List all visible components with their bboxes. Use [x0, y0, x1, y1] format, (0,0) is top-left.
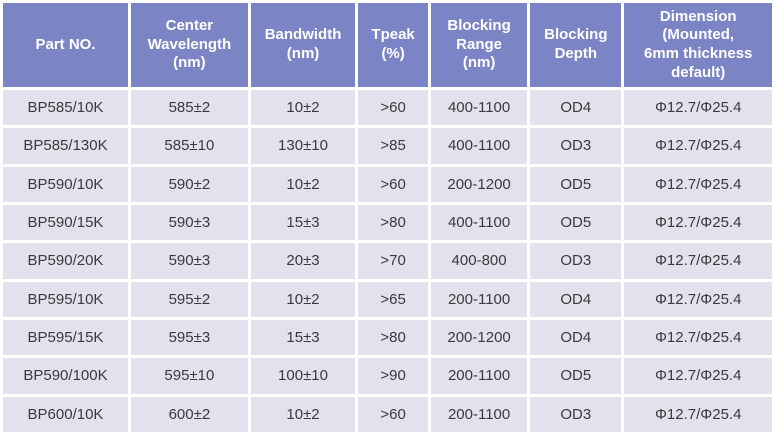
table-row: BP590/20K 590±3 20±3 >70 400-800 OD3 Φ12…	[3, 243, 772, 279]
cell-tpeak: >60	[358, 166, 428, 202]
cell-blocking-range: 400-1100	[430, 128, 528, 164]
column-header-blocking-range: Blocking Range (nm)	[430, 3, 528, 87]
cell-blocking-range: 400-1100	[430, 90, 528, 126]
cell-center-wavelength: 590±3	[130, 243, 248, 279]
cell-blocking-range: 200-1100	[430, 281, 528, 317]
cell-blocking-depth: OD5	[530, 358, 622, 394]
cell-tpeak: >70	[358, 243, 428, 279]
cell-bandwidth: 10±2	[250, 90, 356, 126]
cell-blocking-depth: OD4	[530, 319, 622, 356]
cell-part-no: BP585/130K	[3, 128, 128, 164]
cell-bandwidth: 130±10	[250, 128, 356, 164]
table-row: BP600/10K 600±2 10±2 >60 200-1100 OD3 Φ1…	[3, 396, 772, 432]
cell-dimension: Φ12.7/Φ25.4	[624, 128, 772, 164]
cell-part-no: BP590/15K	[3, 204, 128, 241]
cell-dimension: Φ12.7/Φ25.4	[624, 396, 772, 432]
cell-center-wavelength: 585±10	[130, 128, 248, 164]
cell-tpeak: >60	[358, 396, 428, 432]
column-header-blocking-depth: Blocking Depth	[530, 3, 622, 87]
cell-bandwidth: 100±10	[250, 358, 356, 394]
cell-part-no: BP590/20K	[3, 243, 128, 279]
cell-blocking-range: 200-1100	[430, 358, 528, 394]
cell-blocking-depth: OD4	[530, 281, 622, 317]
cell-blocking-range: 200-1100	[430, 396, 528, 432]
cell-part-no: BP600/10K	[3, 396, 128, 432]
column-header-part-no: Part NO.	[3, 3, 128, 87]
table-row: BP590/100K 595±10 100±10 >90 200-1100 OD…	[3, 358, 772, 394]
column-header-dimension: Dimension (Mounted, 6mm thickness defaul…	[624, 3, 772, 87]
cell-center-wavelength: 595±2	[130, 281, 248, 317]
cell-dimension: Φ12.7/Φ25.4	[624, 319, 772, 356]
cell-blocking-depth: OD5	[530, 166, 622, 202]
column-header-tpeak: Tpeak (%)	[358, 3, 428, 87]
cell-part-no: BP595/15K	[3, 319, 128, 356]
table-header-row: Part NO. Center Wavelength (nm) Bandwidt…	[3, 3, 772, 87]
cell-bandwidth: 10±2	[250, 166, 356, 202]
cell-part-no: BP590/10K	[3, 166, 128, 202]
table-row: BP585/10K 585±2 10±2 >60 400-1100 OD4 Φ1…	[3, 90, 772, 126]
cell-blocking-depth: OD5	[530, 204, 622, 241]
cell-blocking-depth: OD3	[530, 243, 622, 279]
cell-tpeak: >85	[358, 128, 428, 164]
table-row: BP585/130K 585±10 130±10 >85 400-1100 OD…	[3, 128, 772, 164]
cell-tpeak: >60	[358, 90, 428, 126]
cell-blocking-depth: OD3	[530, 128, 622, 164]
cell-bandwidth: 20±3	[250, 243, 356, 279]
table-row: BP590/10K 590±2 10±2 >60 200-1200 OD5 Φ1…	[3, 166, 772, 202]
column-header-center-wavelength: Center Wavelength (nm)	[130, 3, 248, 87]
cell-bandwidth: 15±3	[250, 204, 356, 241]
cell-dimension: Φ12.7/Φ25.4	[624, 166, 772, 202]
cell-center-wavelength: 590±3	[130, 204, 248, 241]
cell-blocking-depth: OD3	[530, 396, 622, 432]
cell-center-wavelength: 595±3	[130, 319, 248, 356]
cell-dimension: Φ12.7/Φ25.4	[624, 90, 772, 126]
cell-center-wavelength: 600±2	[130, 396, 248, 432]
table-row: BP590/15K 590±3 15±3 >80 400-1100 OD5 Φ1…	[3, 204, 772, 241]
cell-dimension: Φ12.7/Φ25.4	[624, 243, 772, 279]
table-row: BP595/10K 595±2 10±2 >65 200-1100 OD4 Φ1…	[3, 281, 772, 317]
cell-tpeak: >65	[358, 281, 428, 317]
cell-tpeak: >80	[358, 319, 428, 356]
table-row: BP595/15K 595±3 15±3 >80 200-1200 OD4 Φ1…	[3, 319, 772, 356]
cell-blocking-depth: OD4	[530, 90, 622, 126]
cell-tpeak: >80	[358, 204, 428, 241]
cell-center-wavelength: 585±2	[130, 90, 248, 126]
cell-center-wavelength: 590±2	[130, 166, 248, 202]
column-header-bandwidth: Bandwidth (nm)	[250, 3, 356, 87]
cell-dimension: Φ12.7/Φ25.4	[624, 281, 772, 317]
cell-blocking-range: 400-800	[430, 243, 528, 279]
cell-bandwidth: 10±2	[250, 281, 356, 317]
cell-dimension: Φ12.7/Φ25.4	[624, 358, 772, 394]
cell-bandwidth: 15±3	[250, 319, 356, 356]
cell-tpeak: >90	[358, 358, 428, 394]
cell-dimension: Φ12.7/Φ25.4	[624, 204, 772, 241]
cell-blocking-range: 400-1100	[430, 204, 528, 241]
cell-part-no: BP585/10K	[3, 90, 128, 126]
cell-bandwidth: 10±2	[250, 396, 356, 432]
cell-part-no: BP595/10K	[3, 281, 128, 317]
cell-part-no: BP590/100K	[3, 358, 128, 394]
cell-blocking-range: 200-1200	[430, 166, 528, 202]
cell-blocking-range: 200-1200	[430, 319, 528, 356]
cell-center-wavelength: 595±10	[130, 358, 248, 394]
